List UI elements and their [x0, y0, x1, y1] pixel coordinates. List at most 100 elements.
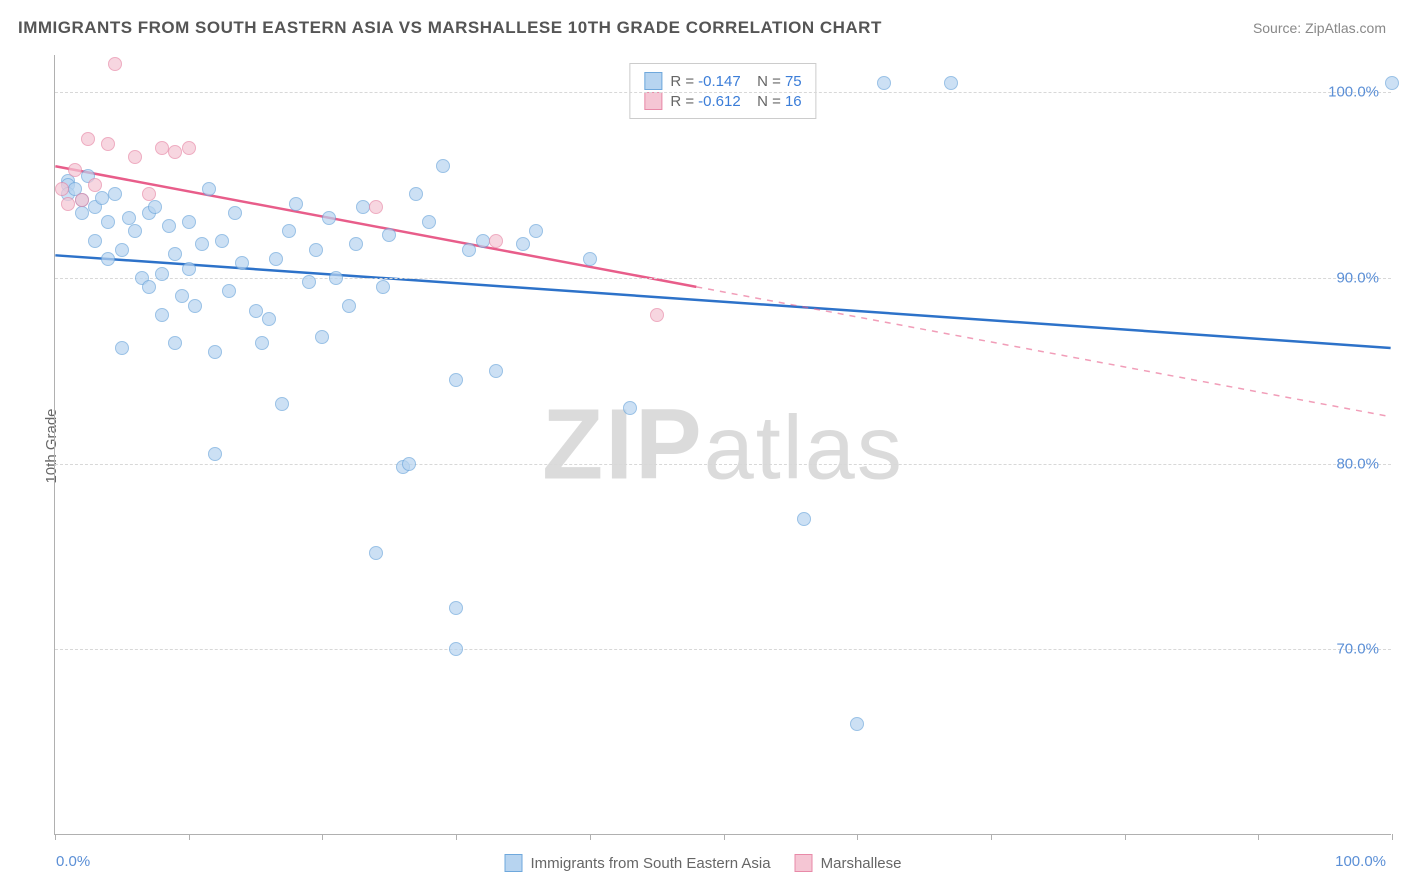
- chart-title: IMMIGRANTS FROM SOUTH EASTERN ASIA VS MA…: [18, 18, 882, 38]
- scatter-point: [529, 224, 543, 238]
- scatter-point: [101, 137, 115, 151]
- trend-line: [55, 166, 696, 287]
- scatter-point: [101, 252, 115, 266]
- scatter-point: [376, 280, 390, 294]
- scatter-point: [208, 447, 222, 461]
- scatter-point: [88, 234, 102, 248]
- legend-swatch: [505, 854, 523, 872]
- scatter-point: [75, 193, 89, 207]
- scatter-point: [476, 234, 490, 248]
- scatter-point: [797, 512, 811, 526]
- x-tick: [55, 834, 56, 840]
- scatter-point: [101, 215, 115, 229]
- y-tick-label: 100.0%: [1328, 84, 1379, 101]
- scatter-point: [182, 262, 196, 276]
- legend-swatch: [795, 854, 813, 872]
- scatter-point: [128, 150, 142, 164]
- trend-lines-svg: [55, 55, 1391, 834]
- x-axis-min-label: 0.0%: [56, 853, 90, 870]
- scatter-point: [623, 401, 637, 415]
- scatter-point: [108, 187, 122, 201]
- scatter-point: [269, 252, 283, 266]
- scatter-point: [356, 200, 370, 214]
- scatter-point: [449, 642, 463, 656]
- scatter-point: [188, 299, 202, 313]
- legend-stat-text: R = -0.612 N = 16: [670, 93, 801, 110]
- scatter-point: [168, 145, 182, 159]
- x-tick: [991, 834, 992, 840]
- x-tick: [322, 834, 323, 840]
- scatter-point: [142, 280, 156, 294]
- x-tick: [1392, 834, 1393, 840]
- scatter-point: [402, 457, 416, 471]
- x-tick: [189, 834, 190, 840]
- scatter-point: [877, 76, 891, 90]
- gridline: [55, 92, 1391, 93]
- scatter-point: [115, 243, 129, 257]
- scatter-point: [382, 228, 396, 242]
- scatter-point: [122, 211, 136, 225]
- scatter-point: [61, 197, 75, 211]
- x-tick: [1125, 834, 1126, 840]
- scatter-point: [115, 341, 129, 355]
- scatter-point: [182, 215, 196, 229]
- x-tick: [857, 834, 858, 840]
- legend-stat-row: R = -0.612 N = 16: [644, 92, 801, 110]
- gridline: [55, 649, 1391, 650]
- scatter-point: [108, 57, 122, 71]
- scatter-point: [235, 256, 249, 270]
- scatter-point: [155, 141, 169, 155]
- scatter-point: [449, 373, 463, 387]
- y-tick-label: 70.0%: [1336, 641, 1379, 658]
- scatter-point: [489, 234, 503, 248]
- scatter-point: [262, 312, 276, 326]
- scatter-point: [208, 345, 222, 359]
- x-tick: [590, 834, 591, 840]
- scatter-point: [650, 308, 664, 322]
- legend-swatch: [644, 92, 662, 110]
- scatter-point: [222, 284, 236, 298]
- scatter-point: [195, 237, 209, 251]
- scatter-point: [202, 182, 216, 196]
- scatter-point: [329, 271, 343, 285]
- scatter-point: [322, 211, 336, 225]
- scatter-point: [583, 252, 597, 266]
- scatter-point: [81, 132, 95, 146]
- scatter-point: [516, 237, 530, 251]
- legend-label: Marshallese: [821, 855, 902, 872]
- scatter-point: [282, 224, 296, 238]
- scatter-point: [168, 247, 182, 261]
- scatter-point: [215, 234, 229, 248]
- scatter-point: [850, 717, 864, 731]
- x-tick: [724, 834, 725, 840]
- legend-swatch: [644, 72, 662, 90]
- gridline: [55, 464, 1391, 465]
- legend-stat-text: R = -0.147 N = 75: [670, 73, 801, 90]
- scatter-point: [409, 187, 423, 201]
- scatter-point: [255, 336, 269, 350]
- legend-label: Immigrants from South Eastern Asia: [531, 855, 771, 872]
- scatter-point: [175, 289, 189, 303]
- statistics-legend: R = -0.147 N = 75 R = -0.612 N = 16: [629, 63, 816, 119]
- x-tick: [456, 834, 457, 840]
- scatter-point: [68, 163, 82, 177]
- scatter-point: [315, 330, 329, 344]
- series-legend: Immigrants from South Eastern Asia Marsha…: [505, 854, 902, 872]
- scatter-plot-area: ZIPatlas R = -0.147 N = 75R = -0.612 N =…: [54, 55, 1391, 835]
- scatter-point: [289, 197, 303, 211]
- legend-item: Marshallese: [795, 854, 902, 872]
- scatter-point: [462, 243, 476, 257]
- scatter-point: [155, 267, 169, 281]
- scatter-point: [88, 178, 102, 192]
- y-tick-label: 80.0%: [1336, 455, 1379, 472]
- source-attribution: Source: ZipAtlas.com: [1253, 20, 1386, 36]
- scatter-point: [944, 76, 958, 90]
- trend-line: [55, 255, 1390, 348]
- scatter-point: [309, 243, 323, 257]
- scatter-point: [228, 206, 242, 220]
- scatter-point: [449, 601, 463, 615]
- scatter-point: [128, 224, 142, 238]
- scatter-point: [182, 141, 196, 155]
- scatter-point: [168, 336, 182, 350]
- x-tick: [1258, 834, 1259, 840]
